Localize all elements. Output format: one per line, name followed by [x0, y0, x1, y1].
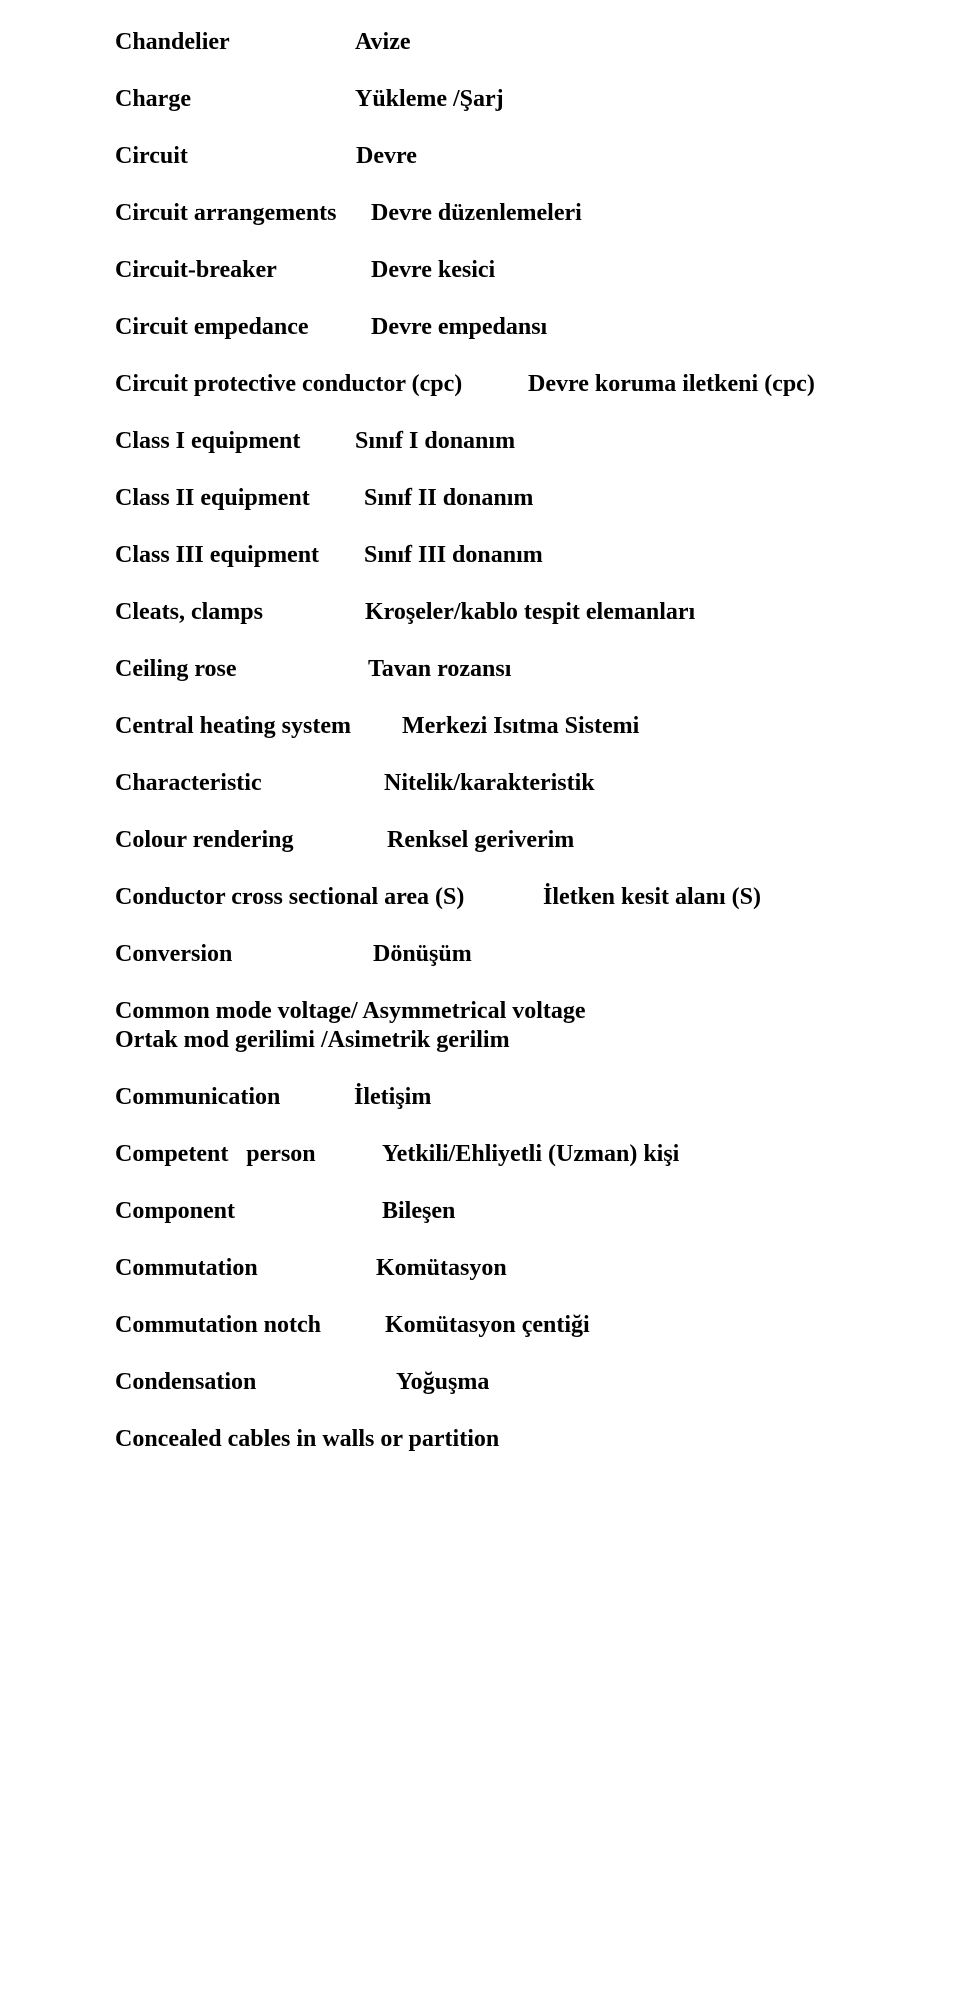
term-tr: Renksel geriverim — [387, 828, 574, 852]
row-circuit-breaker: Circuit-breaker Devre kesici — [115, 258, 900, 282]
row-commutation-notch: Commutation notch Komütasyon çentiği — [115, 1313, 900, 1337]
row-ceiling-rose: Ceiling rose Tavan rozansı — [115, 657, 900, 681]
row-circuit: Circuit Devre — [115, 144, 900, 168]
term-en: Commutation — [115, 1256, 376, 1280]
term-en: Conductor cross sectional area (S) — [115, 885, 543, 909]
term-en: Cleats, clamps — [115, 600, 365, 624]
term-en: Circuit arrangements — [115, 201, 371, 225]
row-component: Component Bileşen — [115, 1199, 900, 1223]
term-tr: Sınıf II donanım — [364, 486, 533, 510]
row-class-i: Class I equipment Sınıf I donanım — [115, 429, 900, 453]
term-en: Circuit — [115, 144, 356, 168]
row-competent-person: Competent person Yetkili/Ehliyetli (Uzma… — [115, 1142, 900, 1166]
row-concealed-cables: Concealed cables in walls or partition — [115, 1427, 900, 1451]
term-tr: Yoğuşma — [396, 1370, 489, 1394]
term-en: Central heating system — [115, 714, 402, 738]
term-en: Commutation notch — [115, 1313, 385, 1337]
term-tr: Devre koruma iletkeni (cpc) — [528, 372, 815, 396]
term-tr: Kroşeler/kablo tespit elemanları — [365, 600, 695, 624]
term-en: Class II equipment — [115, 486, 364, 510]
row-class-iii: Class III equipment Sınıf III donanım — [115, 543, 900, 567]
row-central-heating: Central heating system Merkezi Isıtma Si… — [115, 714, 900, 738]
row-commutation: Commutation Komütasyon — [115, 1256, 900, 1280]
term-tr: Sınıf I donanım — [355, 429, 515, 453]
row-characteristic: Characteristic Nitelik/karakteristik — [115, 771, 900, 795]
term-en: Circuit empedance — [115, 315, 371, 339]
term-en: Characteristic — [115, 771, 384, 795]
term-en: Conversion — [115, 942, 373, 966]
term-tr: Dönüşüm — [373, 942, 472, 966]
term-en: Chandelier — [115, 30, 355, 54]
term-tr: Devre empedansı — [371, 315, 547, 339]
term-tr: Yükleme /Şarj — [355, 87, 504, 111]
term-en: Communication — [115, 1085, 354, 1109]
row-circuit-empedance: Circuit empedance Devre empedansı — [115, 315, 900, 339]
term-tr: Devre — [356, 144, 417, 168]
term-tr: İletişim — [354, 1085, 431, 1109]
term-tr: Devre kesici — [371, 258, 495, 282]
term-tr: Sınıf III donanım — [364, 543, 543, 567]
row-condensation: Condensation Yoğuşma — [115, 1370, 900, 1394]
row-chandelier: Chandelier Avize — [115, 30, 900, 54]
term-en: Charge — [115, 87, 355, 111]
term-en: Concealed cables in walls or partition — [115, 1427, 499, 1451]
term-en: Colour rendering — [115, 828, 387, 852]
term-en: Ceiling rose — [115, 657, 368, 681]
row-common-mode-voltage: Common mode voltage/ Asymmetrical voltag… — [115, 999, 900, 1052]
row-cleats: Cleats, clamps Kroşeler/kablo tespit ele… — [115, 600, 900, 624]
row-conductor-cross: Conductor cross sectional area (S) İletk… — [115, 885, 900, 909]
term-tr: Tavan rozansı — [368, 657, 511, 681]
row-colour-rendering: Colour rendering Renksel geriverim — [115, 828, 900, 852]
term-tr: Yetkili/Ehliyetli (Uzman) kişi — [382, 1142, 679, 1166]
row-communication: Communication İletişim — [115, 1085, 900, 1109]
term-en: Condensation — [115, 1370, 396, 1394]
row-conversion: Conversion Dönüşüm — [115, 942, 900, 966]
row-circuit-arrangements: Circuit arrangements Devre düzenlemeleri — [115, 201, 900, 225]
term-tr: Bileşen — [382, 1199, 455, 1223]
term-tr: Komütasyon çentiği — [385, 1313, 590, 1337]
term-tr: Komütasyon — [376, 1256, 507, 1280]
term-tr: İletken kesit alanı (S) — [543, 885, 761, 909]
row-charge: Charge Yükleme /Şarj — [115, 87, 900, 111]
term-en: Component — [115, 1199, 382, 1223]
term-tr: Avize — [355, 30, 411, 54]
term-tr: Nitelik/karakteristik — [384, 771, 595, 795]
term-en: Class III equipment — [115, 543, 364, 567]
term-tr: Devre düzenlemeleri — [371, 201, 582, 225]
term-en: Class I equipment — [115, 429, 355, 453]
term-line2: Ortak mod gerilimi /Asimetrik gerilim — [115, 1028, 900, 1052]
term-en: Circuit protective conductor (cpc) — [115, 372, 528, 396]
term-tr: Merkezi Isıtma Sistemi — [402, 714, 639, 738]
row-class-ii: Class II equipment Sınıf II donanım — [115, 486, 900, 510]
row-circuit-protective-conductor: Circuit protective conductor (cpc) Devre… — [115, 372, 900, 396]
term-line1: Common mode voltage/ Asymmetrical voltag… — [115, 999, 900, 1023]
term-en: Circuit-breaker — [115, 258, 371, 282]
term-en: Competent person — [115, 1142, 382, 1166]
